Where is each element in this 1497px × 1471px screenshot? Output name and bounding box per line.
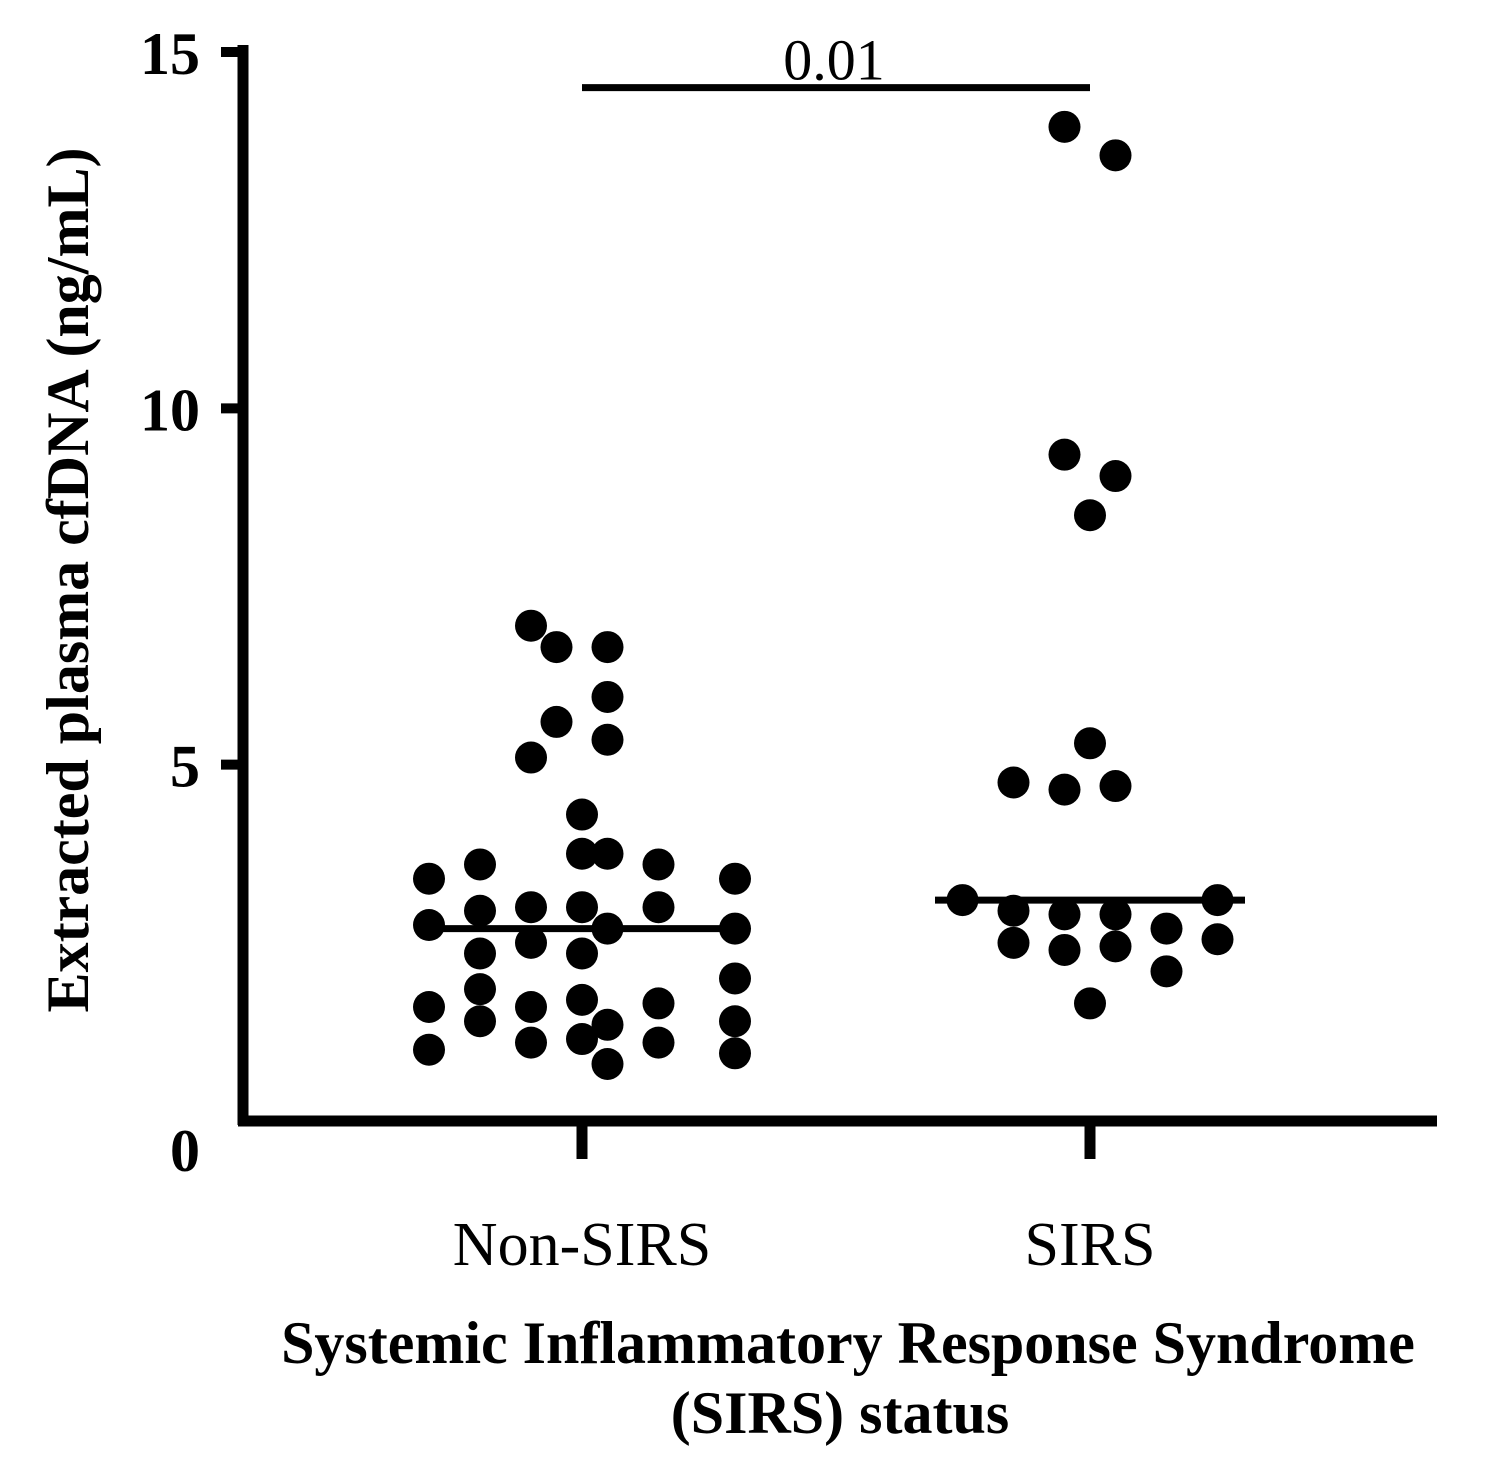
data-point [464,848,496,881]
data-point [1201,923,1234,956]
data-point [642,848,675,881]
data-point [566,983,598,1016]
significance-annotation: 0.01 [582,28,1090,93]
data-point [566,891,598,924]
x-axis-title-line-2: (SIRS) status [671,1380,1009,1446]
y-tick-label: 5 [170,734,200,800]
data-point [540,631,573,664]
data-point [591,1008,624,1041]
data-point [1099,139,1132,172]
data-point [413,909,445,942]
data-point [719,862,751,895]
data-point [1048,898,1081,931]
plot-area: 0.01 [413,28,1245,1080]
data-point [591,837,624,870]
data-point [1099,460,1132,493]
data-point [464,937,496,970]
x-axis: Non-SIRS SIRS [238,1115,1437,1279]
data-point [997,926,1030,959]
data-point [1074,499,1106,532]
series-sirs [935,110,1245,1020]
x-category-label: SIRS [1025,1211,1156,1279]
data-point [642,891,675,924]
data-point [464,1005,496,1038]
data-point [591,680,624,713]
y-tick-label: 0 [170,1118,200,1184]
data-point [1099,898,1132,931]
data-point [642,1026,675,1059]
data-point [464,894,496,927]
data-point [591,631,624,664]
data-point [591,1047,624,1080]
data-point [515,990,547,1023]
data-point [1048,773,1081,806]
data-point [566,798,598,831]
data-point [719,1005,751,1038]
data-point [515,741,547,774]
data-point [1099,930,1132,963]
data-point [719,962,751,995]
data-point [1150,912,1183,945]
data-point [413,1033,445,1066]
data-point [1074,727,1106,760]
data-point [591,723,624,756]
data-point [566,1023,598,1056]
data-point [719,1037,751,1070]
data-point [642,987,675,1020]
data-point [566,837,598,870]
data-point [515,609,547,642]
data-point [1048,438,1081,471]
data-point [1074,987,1106,1020]
p-value-label: 0.01 [783,28,885,93]
data-point [997,766,1030,799]
y-axis-title: Extracted plasma cfDNA (ng/mL) [35,148,101,1013]
y-tick-label: 10 [140,377,200,443]
data-point [515,891,547,924]
data-point [464,973,496,1006]
data-point [1099,770,1132,803]
series-non-sirs [413,609,751,1080]
x-axis-title-line-1: Systemic Inflammatory Response Syndrome [281,1310,1415,1376]
data-point [413,862,445,895]
data-point [515,1026,547,1059]
data-point [515,926,547,959]
y-tick-label: 15 [140,21,200,87]
data-point [1048,110,1081,143]
data-point [413,990,445,1023]
x-category-label: Non-SIRS [453,1211,711,1279]
data-point [1150,955,1183,988]
data-point [540,705,573,738]
y-axis: 0 5 10 15 [140,21,249,1184]
data-point [1048,933,1081,966]
data-point [566,937,598,970]
